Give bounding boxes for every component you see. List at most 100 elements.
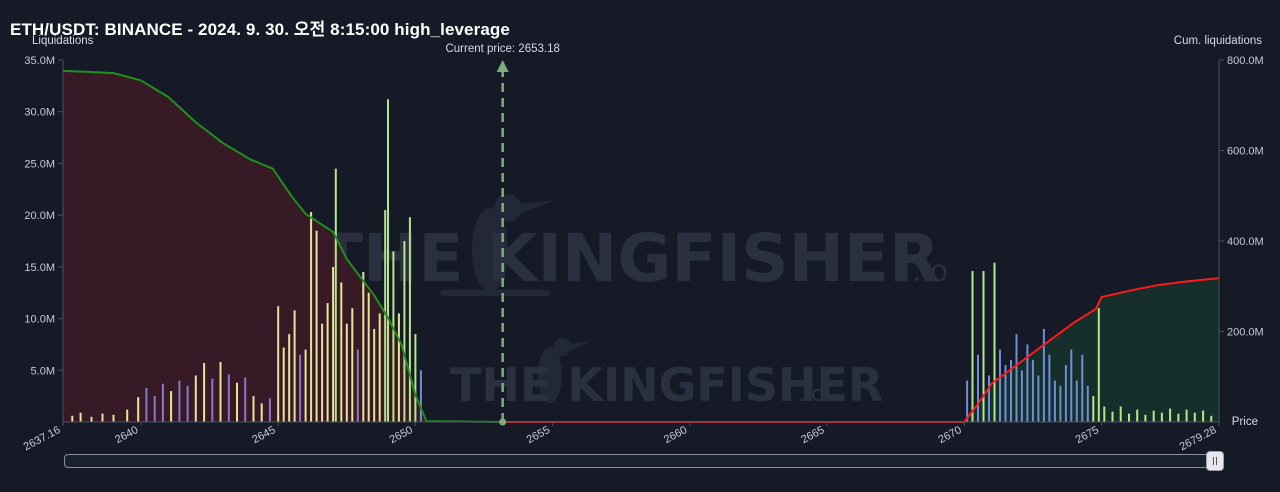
short-liquidation-bar-9 (1015, 334, 1018, 422)
x-tick-label-4: 2660 (662, 424, 689, 446)
x-tick-label-5: 2665 (799, 424, 826, 446)
long-liquidation-bar-32 (326, 303, 329, 422)
long-liquidation-bar-43 (384, 210, 387, 422)
long-liquidation-bar-44 (387, 99, 389, 423)
x-tick-label-3: 2655 (525, 424, 552, 446)
long-liquidation-bar-35 (340, 282, 343, 422)
long-liquidation-bar-36 (345, 323, 348, 422)
short-liquidation-bar-27 (1119, 406, 1122, 422)
short-liquidation-bar-0 (966, 380, 969, 422)
long-liquidation-bar-37 (351, 308, 354, 422)
chart-title: ETH/USDT: BINANCE - 2024. 9. 30. 오전 8:15… (10, 20, 510, 39)
x-edge-label-max: 2679.28 (1178, 424, 1219, 453)
left-y-axis: 5.0M 10.0M 15.0M 20.0M 25.0M 30.0M 35.0M (24, 55, 63, 377)
long-liquidation-bar-15 (211, 378, 214, 422)
cumulative-lines (62, 69, 1220, 423)
x-axis: 2637.16 2640 2645 2650 2655 2660 2665 2670 2675 2… (22, 422, 1220, 453)
short-liquidation-bar-18 (1064, 365, 1067, 422)
watermark-brand-bottom: THE KINGFISHER (450, 358, 883, 412)
watermark: THE KINGFISHER .io THE KINGFISHER .io (318, 194, 948, 412)
short-liquidation-bar-25 (1103, 406, 1106, 422)
short-liquidation-bar-20 (1075, 380, 1078, 422)
long-liquidation-bar-13 (194, 375, 197, 422)
long-liquidation-bar-3 (101, 413, 104, 422)
long-liquidation-bar-22 (268, 398, 271, 422)
short-liquidation-bar-29 (1136, 409, 1139, 422)
long-liquidation-bar-48 (408, 217, 411, 422)
short-liquidation-bar-38 (1210, 415, 1213, 422)
short-liquidation-bar-17 (1059, 385, 1062, 422)
long-cumulative-line (62, 69, 503, 423)
short-liquidation-bar-31 (1152, 410, 1155, 422)
x-axis-title: Price (1232, 416, 1258, 428)
short-liquidation-bar-13 (1037, 375, 1040, 422)
long-liquidation-bar-10 (170, 391, 173, 422)
short-liquidation-bar-33 (1169, 408, 1172, 422)
long-liquidation-bar-25 (288, 334, 291, 422)
long-liquidation-bar-28 (304, 349, 307, 422)
long-liquidation-bar-16 (219, 362, 222, 422)
x-tick-label-7: 2675 (1074, 424, 1101, 446)
short-liquidation-bar-16 (1053, 380, 1056, 422)
short-liquidation-bar-26 (1111, 411, 1114, 422)
watermark-brand-top: THE KINGFISHER (318, 220, 940, 297)
long-liquidation-bar-14 (203, 363, 206, 422)
short-liquidation-bar-21 (1081, 354, 1084, 422)
short-cumulative-area (502, 278, 1220, 422)
long-liquidation-bar-9 (161, 383, 164, 422)
long-liquidation-bar-47 (403, 241, 406, 422)
long-liquidation-bar-30 (315, 230, 318, 422)
short-liquidation-bar-3 (982, 271, 985, 422)
right-tick-label-0: 200.0M (1227, 327, 1264, 339)
long-liquidation-bar-17 (227, 374, 230, 422)
short-liquidation-bar-34 (1177, 413, 1180, 422)
short-liquidation-bar-1 (971, 271, 974, 422)
long-liquidation-bar-7 (145, 387, 148, 422)
long-liquidation-bar-11 (178, 380, 181, 422)
long-liquidation-bar-8 (153, 396, 156, 422)
scrollbar-handle[interactable] (1206, 451, 1224, 471)
long-liquidation-bar-20 (252, 396, 255, 422)
left-tick-label-0: 5.0M (31, 365, 55, 377)
x-tick-label-1: 2645 (250, 424, 277, 446)
long-liquidation-bar-42 (378, 313, 381, 422)
long-liquidation-bar-1 (79, 412, 82, 422)
left-tick-label-3: 20.0M (24, 210, 55, 222)
x-tick-label-0: 2640 (113, 424, 140, 446)
short-liquidation-bar-22 (1086, 385, 1089, 422)
short-liquidation-bar-23 (1092, 396, 1095, 422)
short-liquidation-bar-28 (1128, 413, 1130, 422)
long-liquidation-bar-12 (186, 385, 189, 422)
long-liquidation-bar-50 (419, 370, 422, 422)
long-liquidation-bar-33 (332, 266, 335, 422)
long-liquidation-bar-6 (137, 397, 140, 422)
short-liquidation-bar-37 (1202, 410, 1205, 422)
left-tick-label-1: 10.0M (24, 314, 55, 326)
short-liquidation-bar-10 (1020, 370, 1023, 422)
right-axis-title: Cum. liquidations (1174, 35, 1262, 47)
x-tick-label-2: 2650 (388, 424, 415, 446)
short-cumulative-line (502, 277, 1220, 423)
kingfisher-logo-icon-small (538, 338, 592, 403)
watermark-io-top: .io (912, 254, 948, 289)
x-tick-label-6: 2670 (936, 424, 963, 446)
x-edge-label-min: 2637.16 (22, 424, 63, 453)
long-liquidation-bar-34 (334, 168, 337, 422)
long-liquidation-bar-19 (244, 377, 247, 422)
long-liquidation-bar-23 (277, 306, 280, 422)
long-liquidation-bar-2 (90, 416, 93, 422)
short-liquidation-bar-35 (1185, 409, 1188, 422)
short-liquidation-bar-36 (1193, 412, 1196, 422)
long-liquidation-bar-39 (362, 272, 365, 422)
left-tick-label-4: 25.0M (24, 158, 55, 170)
right-y-axis: 200.0M 400.0M 600.0M 800.0M (1219, 55, 1264, 339)
long-liquidation-bar-38 (356, 349, 359, 422)
range-scrollbar[interactable] (64, 451, 1224, 471)
short-liquidation-bar-19 (1070, 349, 1073, 422)
short-liquidation-bar-4 (988, 375, 990, 422)
right-tick-label-2: 600.0M (1227, 146, 1264, 158)
current-price-label: Current price: 2653.18 (445, 43, 559, 55)
long-liquidation-bar-26 (293, 310, 296, 422)
long-liquidation-bar-29 (310, 212, 313, 422)
